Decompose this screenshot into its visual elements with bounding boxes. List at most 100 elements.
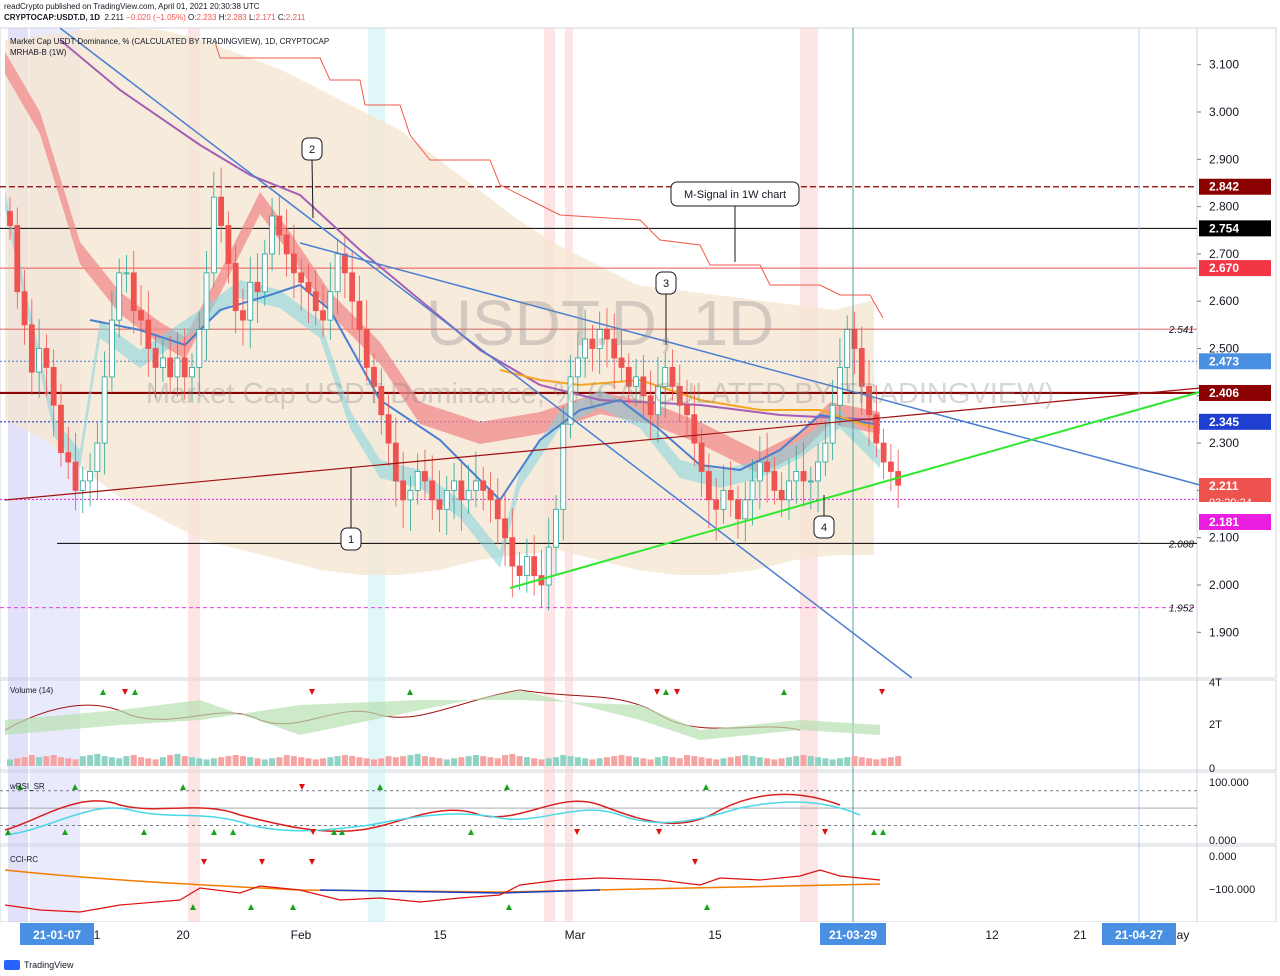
cci-tick-−100.000: −100.000 (1209, 884, 1255, 896)
candle-body (349, 272, 356, 302)
chart-legend-title: Market Cap USDT Dominance, % (CALCULATED… (10, 37, 329, 46)
volume-pane (0, 679, 1277, 771)
volume-bar (742, 755, 749, 766)
signal-down-arrow (879, 689, 885, 695)
volume-bar (174, 753, 181, 766)
signal-up-arrow (377, 784, 383, 790)
volume-bar (407, 755, 414, 766)
candle-body (727, 489, 734, 501)
candle-body (341, 253, 348, 274)
signal-up-arrow (211, 829, 217, 835)
signal-up-arrow (230, 829, 236, 835)
volume-bar (341, 755, 348, 766)
volume-bar (589, 759, 596, 766)
candle-body (28, 324, 35, 373)
time-label-box (20, 923, 94, 945)
candle-body (829, 404, 836, 444)
volume-bar (443, 759, 450, 766)
signal-up-arrow (100, 689, 106, 695)
volume-bar (676, 758, 683, 766)
candle-body (880, 442, 887, 463)
candle-body (298, 272, 305, 283)
volume-bar (159, 757, 166, 766)
candle-body (261, 253, 268, 293)
candle-body (407, 489, 414, 501)
volume-bar (50, 755, 57, 766)
volume-bar (785, 757, 792, 766)
volume-bar (516, 756, 523, 766)
candle-body (392, 442, 399, 482)
price-tick-2.900: 2.900 (1209, 152, 1239, 166)
volume-bar (334, 756, 341, 766)
wrsi-tick-0.000: 0.000 (1209, 835, 1237, 847)
footer-brand-label: TradingView (24, 960, 74, 970)
candle-body (625, 367, 632, 387)
candle-body (458, 480, 465, 501)
candle-body (611, 338, 618, 359)
volume-bar (429, 757, 436, 766)
cci-tick-0.000: 0.000 (1209, 851, 1237, 863)
candle-body (269, 215, 275, 255)
candle-body (312, 291, 319, 312)
candle-body (793, 471, 800, 482)
cci-ma (4, 869, 881, 893)
candle-body (232, 262, 239, 312)
low-value: 2.171 (255, 13, 276, 22)
volume-bar (465, 756, 472, 766)
time-tick-21: 21 (1073, 928, 1087, 942)
signal-up-arrow (132, 689, 138, 695)
candle-body (87, 471, 93, 482)
volume-bar (138, 757, 145, 766)
candle-body (589, 338, 596, 349)
signal-up-arrow (781, 689, 787, 695)
volume-bar (560, 755, 567, 766)
volume-bar (553, 757, 559, 766)
candle-body (545, 546, 552, 586)
volume-bar (647, 759, 654, 766)
time-tick-Mar: Mar (565, 928, 586, 942)
volume-bar (421, 756, 428, 766)
candle-body (159, 357, 166, 368)
footer-brand[interactable]: TradingView (4, 960, 74, 970)
volume-bar (290, 756, 297, 766)
volume-bar (771, 759, 778, 766)
callout-4-label: 4 (821, 522, 827, 534)
candle-body (596, 329, 603, 349)
candle-body (130, 272, 137, 312)
volume-bar (239, 756, 246, 766)
volume-bar (312, 759, 319, 766)
watermark-description: Market Cap USDT Dominance, % (CALCULATED… (146, 378, 1054, 410)
candle-body (640, 376, 647, 397)
price-label-2.842: 2.842 (1209, 180, 1239, 194)
volume-bar (167, 755, 174, 766)
signal-up-arrow (407, 689, 413, 695)
price-label-box-2.473 (1199, 353, 1271, 370)
signal-up-arrow (141, 829, 147, 835)
signal-up-arrow (880, 829, 886, 835)
candle-body (436, 499, 443, 510)
volume-bar (618, 755, 625, 766)
candle-body (647, 395, 654, 416)
signal-down-arrow (822, 829, 828, 835)
price-tick-2.700: 2.700 (1209, 247, 1239, 261)
candle-body (487, 489, 494, 501)
candle-body (851, 329, 858, 349)
volume-bar (487, 757, 494, 766)
low-label: L: (248, 13, 256, 22)
candle-body (742, 499, 749, 520)
volume-bar (283, 755, 290, 766)
volume-bar (851, 756, 858, 766)
candle-body (400, 480, 407, 501)
price-label-box-2.181 (1199, 514, 1271, 530)
volume-bar (356, 757, 363, 766)
volume-bar (152, 759, 159, 766)
volume-bar (203, 759, 210, 766)
candle-body (531, 556, 538, 576)
candle-body (181, 357, 188, 378)
cci-pane (0, 845, 1277, 923)
candle-body (844, 329, 851, 368)
signal-down-arrow (656, 829, 662, 835)
volume-bar (596, 758, 603, 766)
volume-bar (305, 758, 312, 766)
